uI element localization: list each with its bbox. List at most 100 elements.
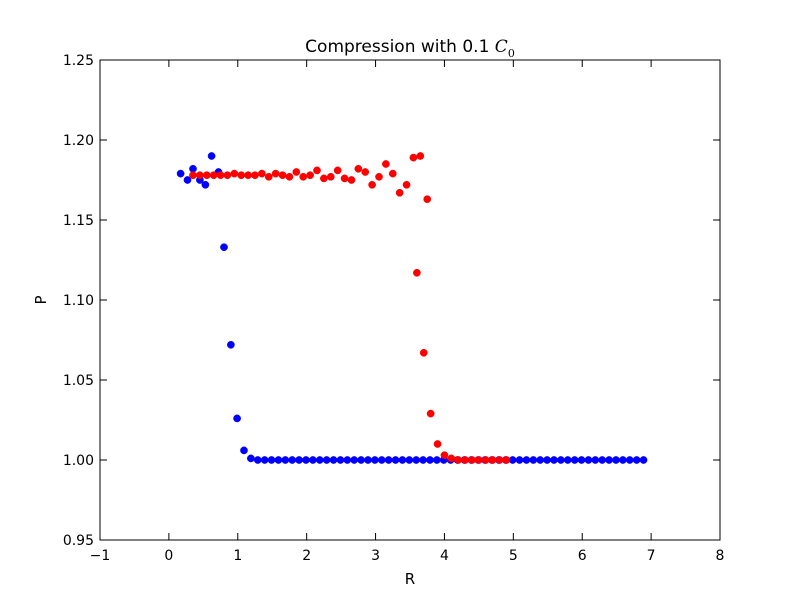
blue-data-point [619,456,627,464]
blue-data-point [322,456,331,464]
red-data-point [326,172,335,181]
blue-data-point [240,446,248,455]
red-data-point [333,166,342,175]
blue-data-point [329,456,338,464]
blue-data-point [412,456,421,464]
red-data-point [423,195,432,204]
red-data-point [495,456,504,464]
red-data-point [375,172,383,181]
x-tick-label: 8 [716,548,725,564]
red-data-point [292,168,301,176]
blue-data-point [398,456,407,464]
blue-data-point [639,456,648,464]
blue-data-point [550,456,558,464]
blue-data-point [405,456,414,464]
blue-data-point [557,456,565,464]
blue-data-point [233,414,241,423]
blue-data-point [315,456,324,464]
blue-data-point [522,456,531,464]
blue-data-point [529,456,538,464]
x-tick-label: 5 [509,548,518,564]
blue-data-point [183,176,192,184]
red-data-point [433,440,442,448]
blue-data-point [377,456,386,464]
y-tick-label: 1.15 [63,213,94,229]
red-data-point [481,456,490,464]
blue-data-point [274,456,283,464]
red-data-point [340,174,349,183]
red-data-point [347,176,356,184]
red-data-point [216,171,225,180]
red-data-point [354,164,363,173]
y-tick-label: 1.20 [63,133,94,149]
blue-data-point [253,456,262,464]
y-tick-label: 0.95 [63,533,94,549]
red-data-point [264,172,273,181]
blue-data-point [288,456,297,464]
y-tick-label: 1.00 [63,453,94,469]
points-layer [176,152,648,464]
y-axis-label: P [32,295,50,304]
blue-data-point [343,456,352,464]
blue-data-point [563,456,572,464]
red-data-point [320,174,328,183]
blue-data-point [227,340,235,349]
blue-data-point [220,243,228,252]
blue-data-point [515,456,524,464]
red-data-point [361,168,370,176]
blue-data-point [570,456,579,464]
x-tick-label: −1 [90,548,111,564]
blue-data-point [371,456,379,464]
x-tick-label: 2 [302,548,311,564]
blue-data-point [632,456,641,464]
y-tick-label: 1.10 [63,293,94,309]
blue-data-point [598,456,607,464]
blue-data-point [605,456,613,464]
blue-data-point [189,164,197,173]
red-data-point [306,171,314,180]
blue-data-point [201,180,210,189]
blue-data-point [426,456,434,464]
red-data-point [244,171,252,180]
chart-title-subscript: 0 [508,47,515,60]
blue-data-point [419,456,427,464]
blue-data-point [391,456,400,464]
blue-data-point [612,456,620,464]
blue-data-point [364,456,372,464]
red-data-point [271,169,280,178]
chart-title-text: Compression with 0.1 [305,37,495,57]
red-data-point [447,454,456,463]
red-data-point [278,171,287,180]
red-data-point [454,456,463,464]
red-data-point [202,171,211,180]
blue-data-point [543,456,551,464]
red-data-point [196,171,204,180]
x-axis-label: R [405,570,415,588]
red-data-point [223,171,232,180]
chart-title-symbol: C [495,37,508,57]
red-data-point [419,348,428,357]
blue-data-point [384,456,393,464]
red-data-point [475,456,483,464]
red-data-point [440,451,449,460]
x-tick-label: 7 [647,548,656,564]
red-data-point [368,180,376,189]
x-tick-label: 1 [233,548,242,564]
x-tick-label: 3 [371,548,380,564]
red-data-point [488,456,497,464]
blue-data-point [591,456,600,464]
blue-data-point [625,456,634,464]
blue-data-point [357,456,365,464]
blue-data-point [584,456,593,464]
red-data-point [426,409,435,418]
red-data-point [189,171,197,180]
red-data-point [388,169,397,178]
y-tick-label: 1.25 [63,53,94,69]
red-data-point [461,456,469,464]
red-data-point [230,169,239,178]
blue-data-point [577,456,586,464]
x-tick-label: 0 [164,548,173,564]
red-data-point [382,160,390,168]
blue-data-point [336,456,345,464]
